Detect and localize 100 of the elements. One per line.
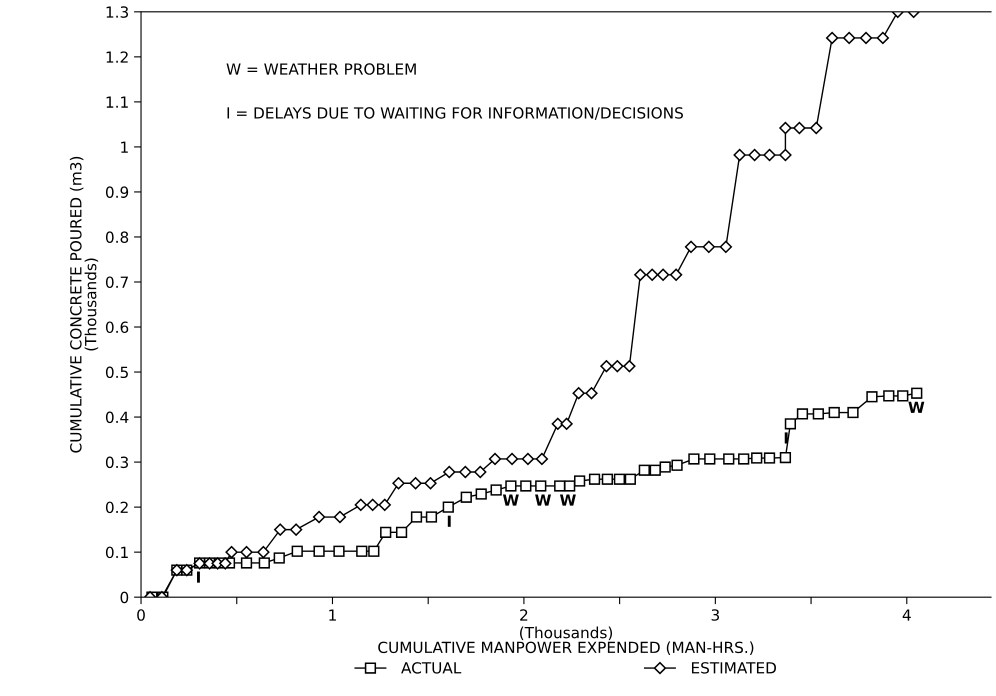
point — [460, 492, 472, 503]
y-axis-title: CUMULATIVE CONCRETE POURED (m3) (Thousands) — [70, 156, 98, 453]
point — [290, 523, 302, 536]
point — [442, 501, 454, 513]
annotation: W — [535, 494, 551, 506]
point — [828, 406, 840, 418]
annotation: I — [448, 516, 451, 527]
point — [646, 268, 658, 281]
y-tick-label: 0.5 — [106, 366, 128, 378]
point — [810, 122, 822, 134]
point — [883, 390, 894, 402]
point — [443, 466, 456, 478]
point — [240, 546, 253, 558]
point — [505, 480, 517, 492]
point — [552, 418, 564, 430]
y-tick-label: 0.2 — [106, 502, 128, 514]
point — [723, 453, 734, 465]
point — [225, 546, 238, 558]
point — [490, 484, 502, 496]
point — [520, 480, 532, 492]
point — [826, 32, 838, 44]
legend-label: ESTIMATED — [692, 662, 776, 674]
point — [292, 546, 303, 557]
legend-label: ACTUAL — [401, 662, 462, 674]
point — [257, 546, 270, 558]
point — [333, 546, 345, 557]
point — [660, 461, 671, 473]
point — [796, 408, 808, 420]
y-tick-label: 0.4 — [106, 412, 128, 424]
point — [671, 460, 683, 471]
point — [258, 557, 270, 569]
point — [366, 498, 379, 512]
point — [560, 418, 573, 430]
point — [240, 557, 252, 569]
point — [572, 387, 585, 400]
point — [506, 452, 518, 466]
point — [779, 148, 792, 162]
annotation: W — [908, 402, 924, 413]
point — [474, 466, 486, 478]
y-tick-label: 1.2 — [106, 51, 128, 63]
point — [860, 32, 872, 44]
point — [274, 552, 285, 564]
point — [733, 148, 746, 162]
point — [876, 32, 890, 44]
point — [522, 452, 534, 466]
point — [536, 452, 548, 466]
annotation: W = WEATHER PROBLEM — [226, 63, 416, 75]
point — [410, 511, 422, 523]
y-tick-label: 0 — [120, 592, 128, 604]
point — [424, 477, 437, 490]
point — [602, 474, 614, 485]
point — [738, 453, 750, 465]
point — [488, 452, 502, 466]
point — [356, 546, 368, 557]
point — [600, 360, 613, 372]
point — [763, 148, 776, 162]
point — [409, 477, 422, 490]
point — [720, 240, 732, 254]
point — [650, 464, 661, 476]
point — [702, 240, 716, 254]
point — [392, 477, 405, 490]
point — [780, 452, 792, 464]
point — [459, 466, 472, 478]
point — [564, 480, 576, 492]
point — [426, 511, 438, 523]
point — [670, 268, 682, 281]
x-axis-title: (Thousands) CUMULATIVE MANPOWER EXPENDED (MAN-HRS.) — [378, 626, 754, 655]
point — [751, 452, 762, 464]
point — [911, 388, 922, 399]
y-tick-label: 1 — [121, 142, 128, 153]
point — [684, 240, 698, 254]
x-tick-label: 0 — [137, 609, 145, 621]
x-tick-label: 2 — [520, 609, 528, 621]
point — [793, 122, 806, 134]
annotation: I = DELAYS DUE TO WAITING FOR INFORMATION/DECISIONS — [228, 107, 683, 120]
point — [842, 32, 856, 44]
point — [535, 480, 546, 492]
point — [784, 418, 796, 430]
point — [378, 498, 391, 512]
point — [812, 408, 824, 420]
point — [866, 391, 878, 402]
point — [274, 523, 286, 536]
point — [368, 546, 380, 557]
point — [313, 546, 325, 557]
point — [614, 474, 626, 485]
x-tick-label: 1 — [329, 609, 336, 621]
point — [764, 452, 776, 464]
x-tick-label: 3 — [712, 609, 719, 621]
point — [847, 406, 859, 418]
point — [748, 148, 761, 162]
y-tick-label: 0.6 — [106, 321, 128, 334]
point — [656, 268, 670, 281]
point — [476, 488, 487, 500]
point — [380, 526, 392, 538]
point — [638, 464, 650, 476]
annotation: I — [197, 572, 200, 583]
point — [623, 360, 636, 372]
point — [704, 453, 716, 465]
point — [588, 474, 600, 485]
annotation: W — [560, 494, 576, 506]
